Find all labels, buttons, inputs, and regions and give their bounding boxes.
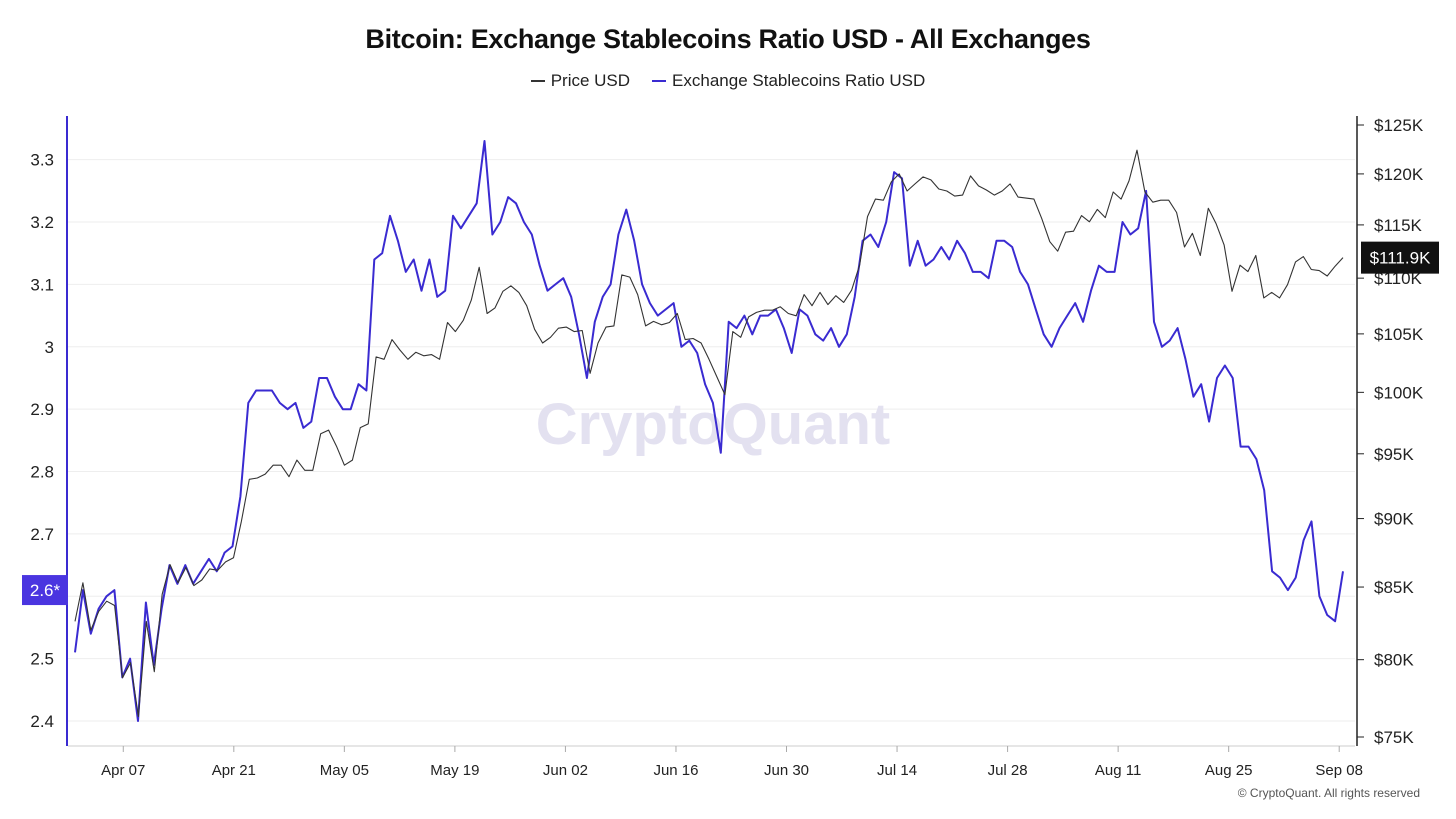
x-tick-label: May 05 xyxy=(320,762,369,779)
x-tick-label: May 19 xyxy=(430,762,479,779)
current-price-label: $111.9K xyxy=(1370,249,1431,268)
current-ratio-badge xyxy=(22,575,68,606)
y-right-tick-label: $125K xyxy=(1374,116,1424,135)
y-left-tick-label: 3.2 xyxy=(30,213,54,232)
y-left-tick-label: 3.1 xyxy=(30,275,54,294)
legend-label-price: Price USD xyxy=(550,71,631,90)
x-tick-label: Aug 11 xyxy=(1095,762,1141,779)
x-tick-label: Jul 14 xyxy=(877,762,917,779)
y-left-tick-label: 2.9 xyxy=(30,400,54,419)
y-right-tick-label: $80K xyxy=(1374,651,1414,670)
y-right-tick-label: $115K xyxy=(1374,216,1423,235)
x-tick-label: Jul 28 xyxy=(988,762,1028,779)
legend-swatch-ratio xyxy=(652,80,667,82)
y-right-tick-label: $105K xyxy=(1374,325,1424,344)
y-left-tick-label: 3.3 xyxy=(30,151,54,170)
y-left-tick-label: 2.4 xyxy=(30,712,54,731)
y-right-tick-label: $85K xyxy=(1374,578,1414,597)
ratio-series-line[interactable] xyxy=(74,140,1344,722)
x-tick-label: Aug 25 xyxy=(1205,762,1253,779)
y-left-tick-label: 2.8 xyxy=(30,463,54,482)
y-right-tick-label: $95K xyxy=(1374,445,1414,464)
legend-item-price[interactable]: Price USD xyxy=(530,71,631,91)
y-left-tick-label: 2.5 xyxy=(30,650,54,669)
x-tick-label: Apr 21 xyxy=(212,762,256,779)
chart-title: Bitcoin: Exchange Stablecoins Ratio USD … xyxy=(365,24,1091,54)
copyright-text: © CryptoQuant. All rights reserved xyxy=(1237,786,1420,800)
x-tick-label: Sep 08 xyxy=(1315,762,1363,779)
price-series-line[interactable] xyxy=(74,149,1344,717)
y-right-tick-label: $75K xyxy=(1374,728,1414,747)
legend: Price USD Exchange Stablecoins Ratio USD xyxy=(0,71,1456,91)
legend-swatch-price xyxy=(530,80,545,82)
y-left-tick-label: 3 xyxy=(45,338,54,357)
y-right-tick-label: $110K xyxy=(1374,269,1423,288)
legend-item-ratio[interactable]: Exchange Stablecoins Ratio USD xyxy=(652,71,925,91)
x-tick-label: Jun 02 xyxy=(543,762,588,779)
current-price-badge xyxy=(1361,241,1439,274)
y-right-tick-label: $90K xyxy=(1374,510,1414,529)
x-tick-label: Apr 07 xyxy=(101,762,145,779)
y-right-tick-label: $100K xyxy=(1374,383,1424,402)
current-ratio-label: 2.6* xyxy=(30,581,61,600)
y-right-tick-label: $120K xyxy=(1374,165,1424,184)
x-tick-label: Jun 30 xyxy=(764,762,809,779)
legend-label-ratio: Exchange Stablecoins Ratio USD xyxy=(672,71,926,90)
x-tick-label: Jun 16 xyxy=(653,762,698,779)
y-left-tick-label: 2.7 xyxy=(30,525,54,544)
